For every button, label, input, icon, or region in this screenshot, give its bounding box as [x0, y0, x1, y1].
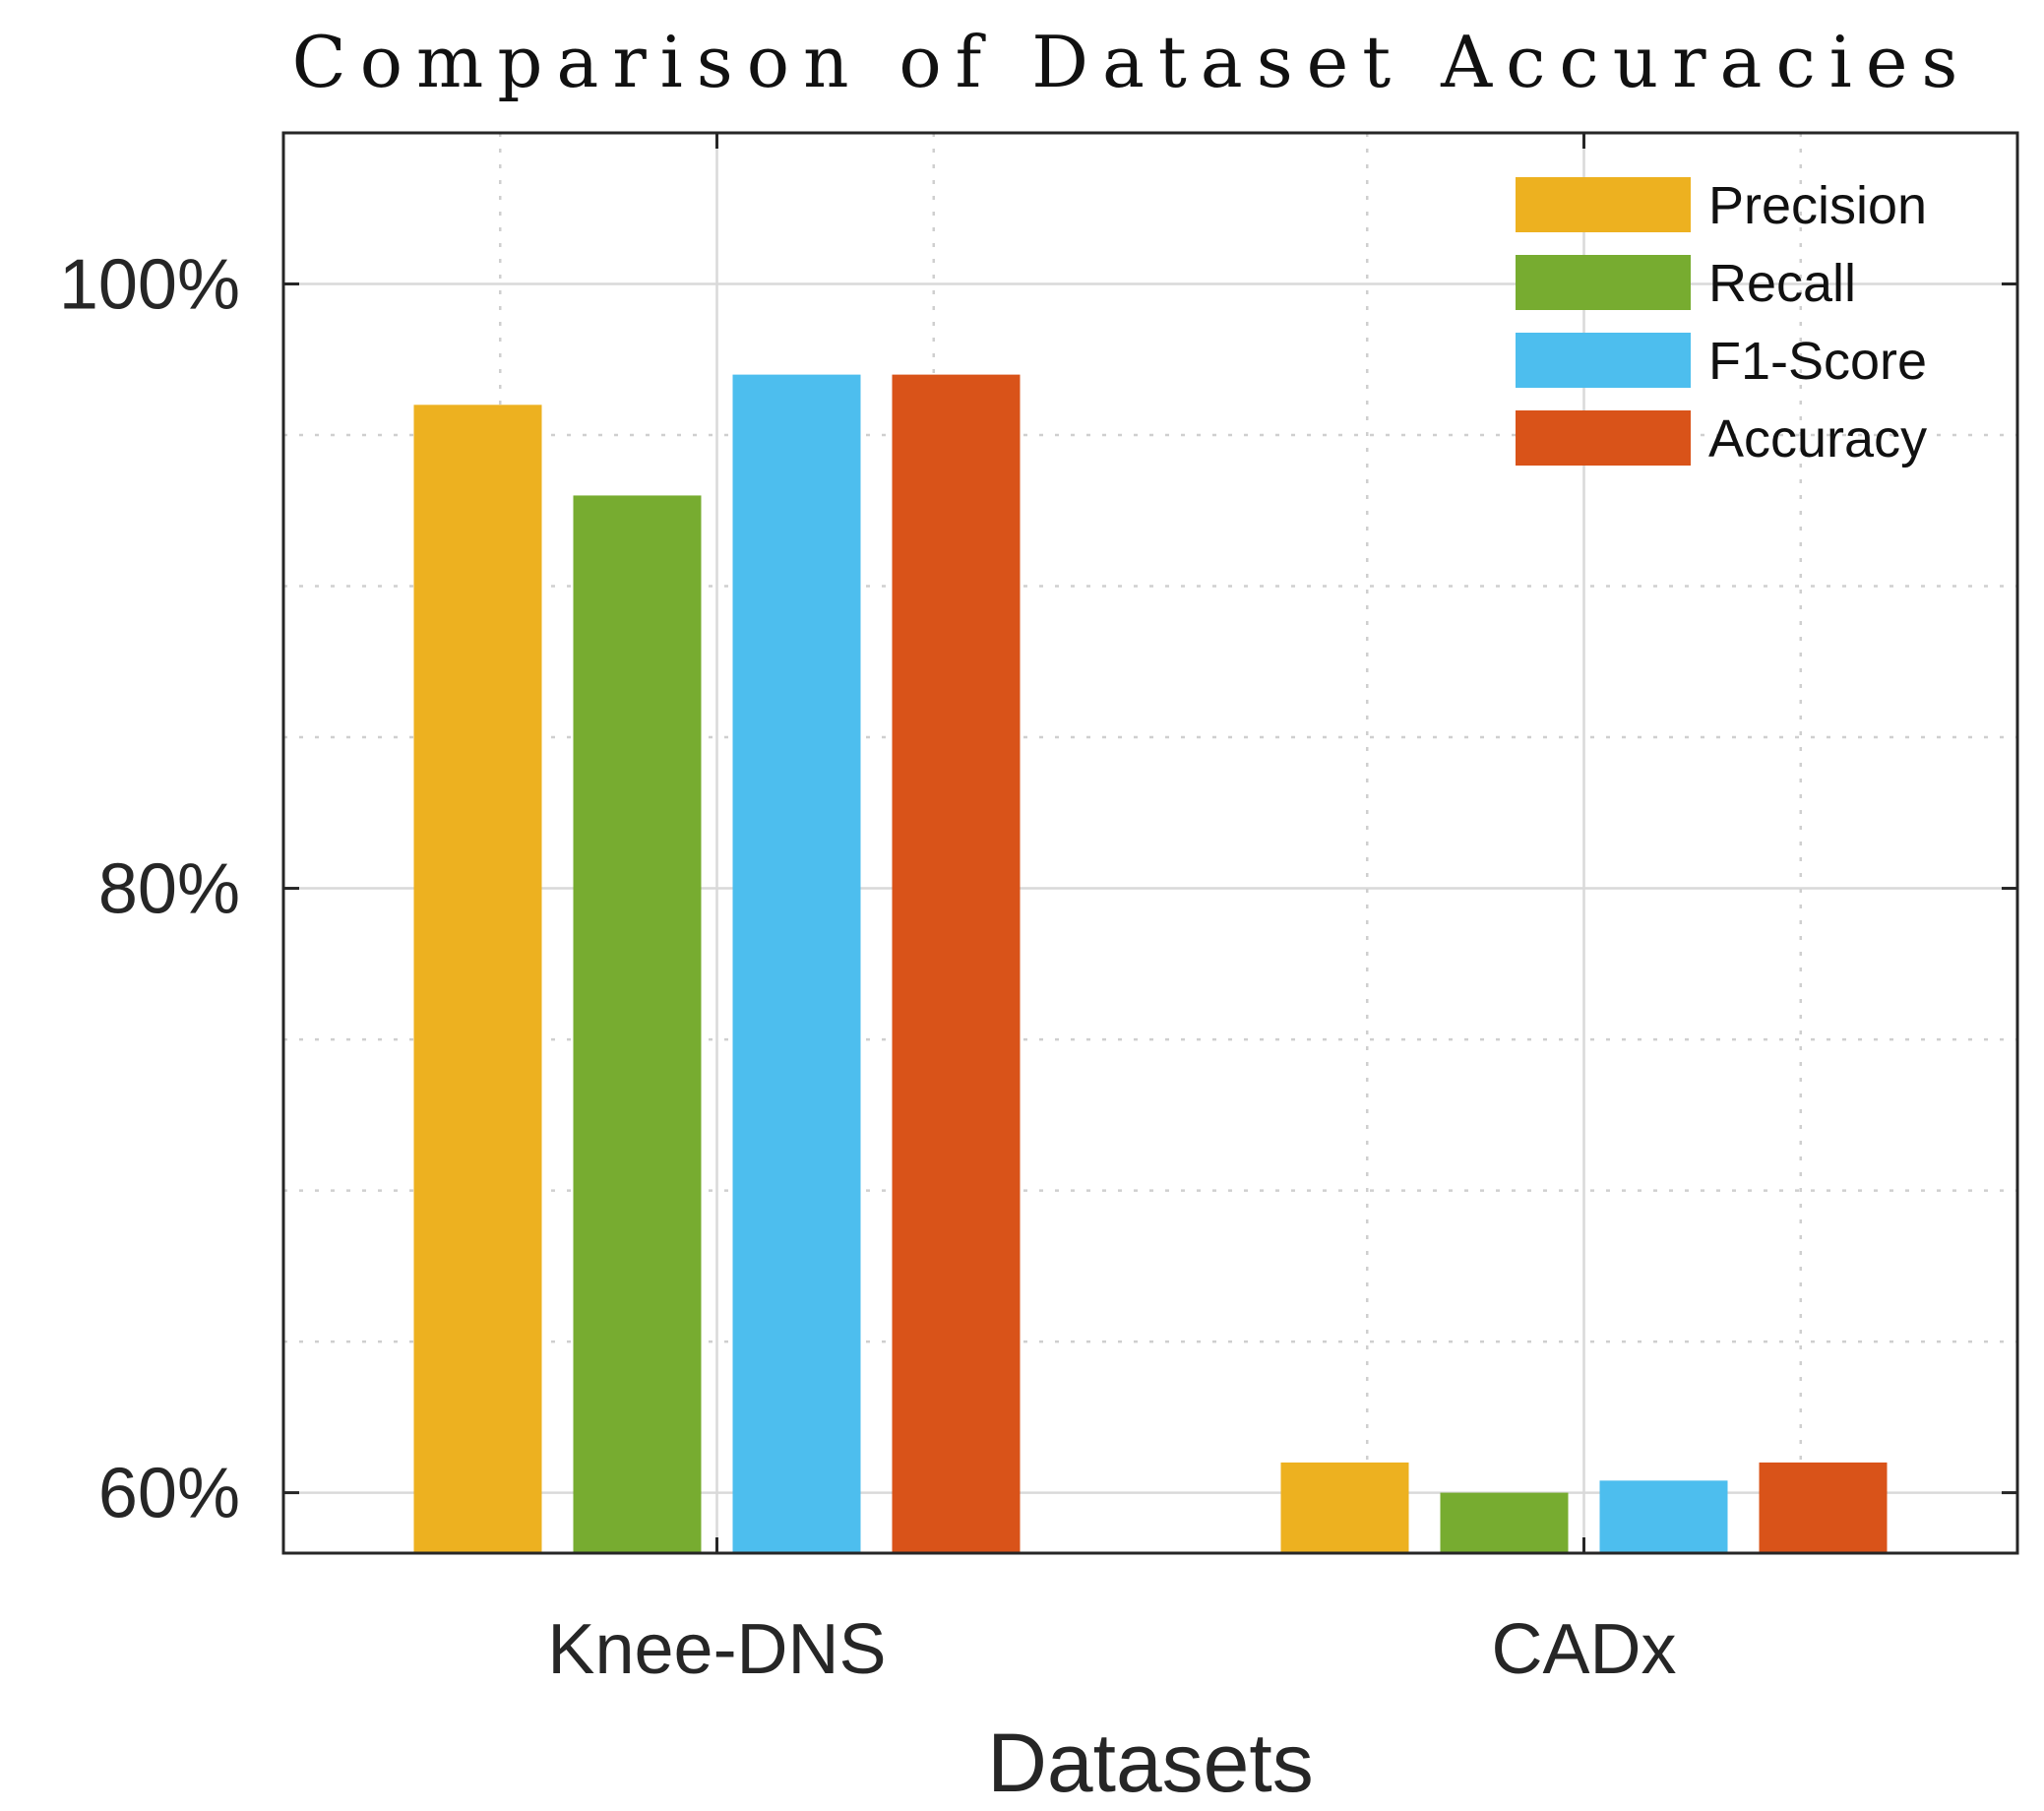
y-tick-label: 100% [59, 246, 240, 325]
bar-precision-knee-dns [413, 405, 542, 1554]
bar-recall-cadx [1440, 1492, 1569, 1553]
plot-frame [281, 131, 2019, 1555]
chart-title: Comparison of Dataset Accuracies [292, 21, 1972, 103]
x-tick-label: CADx [1491, 1610, 1676, 1689]
y-tick-labels: 60% 80% 100% [59, 246, 240, 1533]
bar-accuracy-cadx [1759, 1462, 1888, 1553]
grid-lines [283, 133, 2017, 1553]
legend-swatch [1516, 177, 1691, 232]
legend-label: Recall [1708, 254, 1856, 313]
y-tick-label: 60% [98, 1455, 240, 1533]
legend-label: F1-Score [1708, 332, 1927, 391]
bar-accuracy-knee-dns [892, 374, 1021, 1553]
legend-swatch [1516, 333, 1691, 388]
legend-label: Accuracy [1708, 409, 1927, 468]
legend-swatch [1516, 410, 1691, 466]
legend: Precision Recall F1-Score Accuracy [1516, 176, 1927, 468]
bars [413, 374, 1888, 1554]
legend-label: Precision [1708, 176, 1927, 235]
axis-ticks [283, 133, 2017, 1553]
bar-f1-score-cadx [1599, 1480, 1728, 1553]
legend-swatch [1516, 255, 1691, 310]
x-tick-labels: Knee-DNS CADx [547, 1610, 1676, 1689]
bar-recall-knee-dns [573, 495, 702, 1553]
x-tick-label: Knee-DNS [547, 1610, 886, 1689]
x-axis-label: Datasets [987, 1717, 1314, 1809]
bar-f1-score-knee-dns [732, 374, 861, 1553]
bar-precision-cadx [1280, 1462, 1409, 1553]
y-tick-label: 80% [98, 850, 240, 929]
